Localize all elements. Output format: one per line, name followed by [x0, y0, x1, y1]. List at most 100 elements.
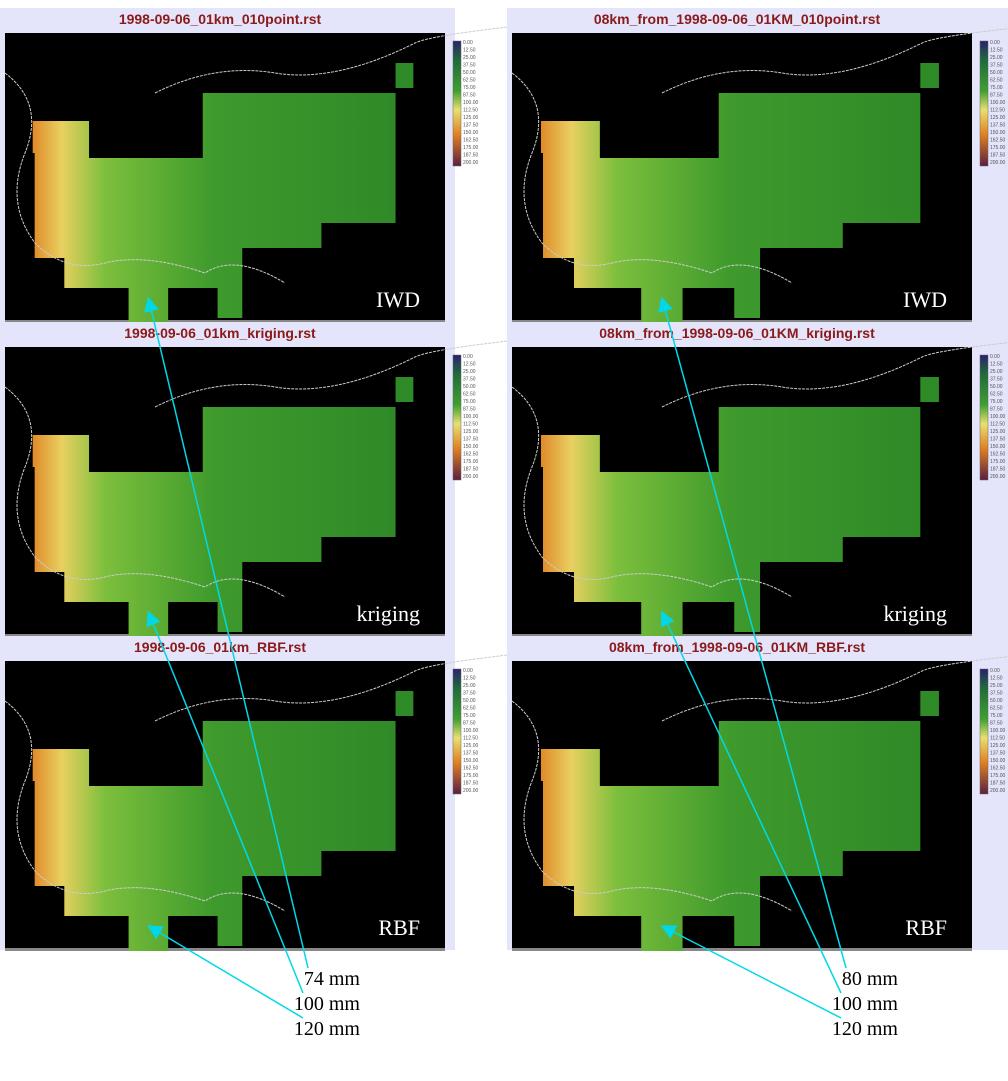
panel-title: 1998-09-06_01km_RBF.rst: [134, 639, 306, 655]
legend-label: 125.00: [463, 743, 479, 749]
legend-label: 37.50: [990, 63, 1003, 69]
annotation: 120 mm: [832, 1018, 899, 1040]
legend-label: 37.50: [463, 377, 476, 383]
method-label: IWD: [903, 287, 947, 312]
legend-label: 187.50: [990, 153, 1006, 159]
legend-label: 100.00: [990, 728, 1006, 734]
legend-label: 175.00: [990, 145, 1006, 151]
legend-label: 175.00: [990, 459, 1006, 465]
legend-label: 25.00: [463, 683, 476, 689]
legend-label: 87.50: [463, 721, 476, 727]
legend-label: 112.50: [463, 108, 478, 114]
legend-label: 150.00: [463, 130, 479, 136]
legend-label: 50.00: [990, 70, 1003, 76]
legend-label: 0.00: [990, 354, 1000, 360]
legend-label: 162.50: [463, 766, 479, 772]
legend-label: 12.50: [463, 676, 476, 682]
annotation: 100 mm: [294, 993, 361, 1015]
panel-title: 08km_from_1998-09-06_01KM_RBF.rst: [609, 639, 865, 655]
legend-label: 0.00: [463, 354, 473, 360]
annotation: 100 mm: [832, 993, 899, 1015]
legend-bar: [979, 40, 989, 167]
legend-label: 150.00: [990, 758, 1006, 764]
legend-label: 62.50: [990, 706, 1003, 712]
legend-label: 112.50: [990, 422, 1005, 428]
legend-label: 200.00: [990, 474, 1006, 480]
legend-label: 62.50: [990, 392, 1003, 398]
legend-label: 162.50: [463, 138, 479, 144]
border-line: [511, 342, 1008, 598]
legend-label: 50.00: [463, 384, 476, 390]
legend-label: 112.50: [463, 422, 478, 428]
arrow: [147, 925, 304, 1019]
legend-label: 12.50: [463, 48, 476, 54]
arrow: [144, 296, 309, 969]
legend-label: 137.50: [463, 437, 479, 443]
legend-label: 137.50: [463, 123, 479, 129]
legend-label: 12.50: [990, 676, 1003, 682]
legend-label: 0.00: [463, 668, 473, 674]
legend-label: 87.50: [990, 721, 1003, 727]
legend-label: 12.50: [463, 362, 476, 368]
legend-label: 37.50: [990, 377, 1003, 383]
legend-label: 100.00: [463, 100, 479, 106]
border-line: [4, 645, 596, 912]
method-label: IWD: [376, 287, 420, 312]
legend-label: 175.00: [463, 145, 479, 151]
panel-title: 08km_from_1998-09-06_01KM_kriging.rst: [599, 325, 875, 341]
map-base-line: [512, 320, 972, 323]
border-line: [4, 331, 596, 598]
legend-label: 25.00: [463, 55, 476, 61]
legend-label: 75.00: [463, 399, 476, 405]
legend-label: 137.50: [990, 751, 1006, 757]
legend-label: 187.50: [463, 467, 479, 473]
legend-label: 37.50: [463, 691, 476, 697]
legend-label: 62.50: [990, 78, 1003, 84]
legend-label: 12.50: [990, 362, 1003, 368]
legend-label: 75.00: [990, 399, 1003, 405]
panel-title: 08km_from_1998-09-06_01KM_010point.rst: [594, 11, 881, 27]
legend-label: 0.00: [990, 668, 1000, 674]
method-label: RBF: [905, 915, 947, 940]
legend-label: 175.00: [463, 773, 479, 779]
map-region: [32, 93, 396, 323]
legend-label: 200.00: [463, 474, 479, 480]
legend-label: 75.00: [463, 85, 476, 91]
legend-label: 125.00: [990, 115, 1006, 121]
legend-label: 187.50: [990, 467, 1006, 473]
legend-label: 137.50: [990, 123, 1006, 129]
border-line: [511, 28, 1008, 284]
legend-label: 175.00: [990, 773, 1006, 779]
map-region: [920, 63, 939, 88]
method-label: kriging: [356, 601, 420, 626]
arrow: [146, 610, 304, 994]
legend-label: 150.00: [990, 444, 1006, 450]
legend-label: 162.50: [990, 766, 1006, 772]
map-base-line: [5, 320, 445, 323]
legend-label: 25.00: [990, 369, 1003, 375]
legend-label: 137.50: [463, 751, 479, 757]
arrow: [660, 925, 842, 1019]
legend-label: 50.00: [463, 698, 476, 704]
map-region: [920, 377, 939, 402]
legend-label: 50.00: [463, 70, 476, 76]
border-line: [4, 17, 596, 284]
legend-label: 37.50: [990, 691, 1003, 697]
legend-label: 37.50: [463, 63, 476, 69]
legend-label: 187.50: [463, 781, 479, 787]
annotation: 74 mm: [304, 968, 361, 990]
map-region: [540, 93, 921, 323]
map-region: [540, 721, 921, 951]
legend-label: 100.00: [990, 414, 1006, 420]
map-region: [395, 691, 414, 716]
legend-label: 137.50: [990, 437, 1006, 443]
legend-label: 187.50: [990, 781, 1006, 787]
legend-label: 0.00: [990, 40, 1000, 46]
annotation: 80 mm: [842, 968, 899, 990]
legend-bar: [979, 668, 989, 795]
legend-label: 125.00: [990, 743, 1006, 749]
legend-bar: [452, 668, 462, 795]
legend-label: 25.00: [990, 55, 1003, 61]
legend-label: 162.50: [990, 452, 1006, 458]
